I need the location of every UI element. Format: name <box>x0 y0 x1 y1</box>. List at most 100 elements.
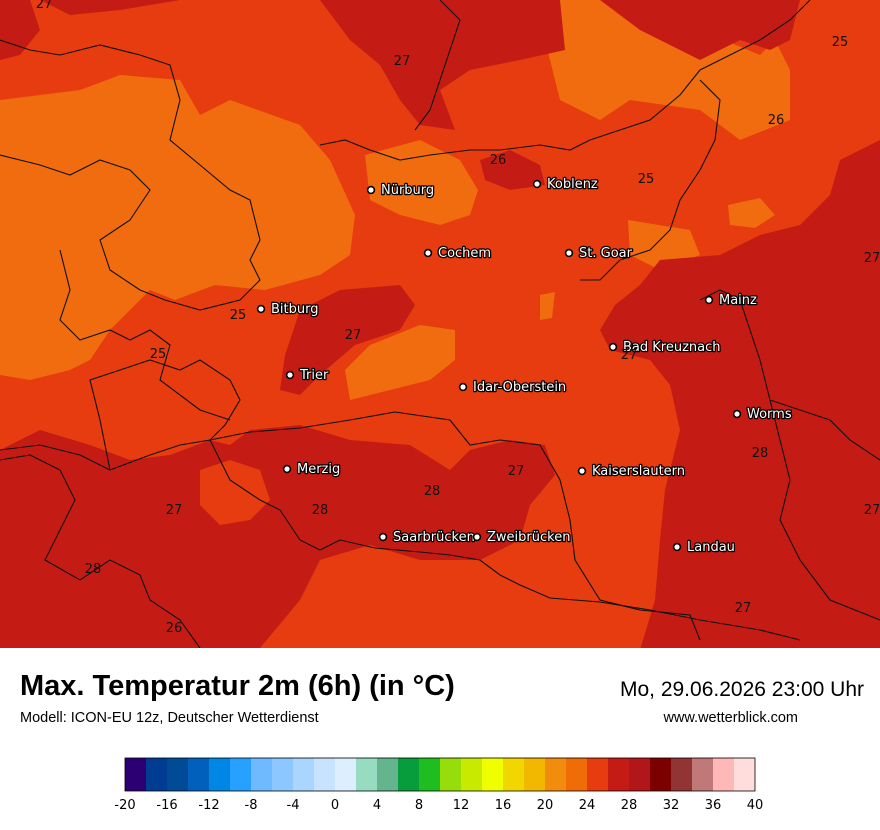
legend-swatch <box>314 758 335 791</box>
legend-swatch <box>440 758 461 791</box>
legend-swatch <box>272 758 293 791</box>
legend-swatch <box>566 758 587 791</box>
city-marker-landau <box>672 542 682 552</box>
legend-tick-label: 24 <box>579 798 596 813</box>
temp-field-inner <box>200 460 270 525</box>
city-marker-kaiserslautern <box>577 466 587 476</box>
legend-swatch <box>461 758 482 791</box>
website-link[interactable]: www.wetterblick.com <box>663 710 798 726</box>
legend-swatch <box>587 758 608 791</box>
legend-swatch <box>293 758 314 791</box>
isotherm-label: 25 <box>230 308 247 323</box>
legend-tick-label: -20 <box>114 798 135 813</box>
city-marker-saarbr-cken <box>378 532 388 542</box>
isotherm-labels: 27 27 25 26 26 25 27 27 25 27 25 28 27 28 27 28 27 28 26 27… <box>36 0 880 636</box>
legend-frame <box>124 757 756 792</box>
isotherm-label: 27 <box>508 464 525 479</box>
isotherm-label: 28 <box>424 484 441 499</box>
city-marker-idar-oberstein <box>458 382 468 392</box>
isotherm-label: 27 <box>864 251 880 266</box>
city-label-koblenz: Koblenz <box>547 177 598 192</box>
legend-swatch <box>356 758 377 791</box>
legend-swatch <box>650 758 671 791</box>
legend-swatch <box>125 758 146 791</box>
isotherm-label: 28 <box>752 446 769 461</box>
legend-tick-label: -4 <box>287 798 300 813</box>
legend-swatch <box>188 758 209 791</box>
chart-title: Max. Temperatur 2m (6h) (in °C) <box>20 670 455 702</box>
city-marker-cochem <box>423 248 433 258</box>
city-label-zweibr-cken: Zweibrücken <box>487 530 570 545</box>
city-marker-zweibr-cken <box>472 532 482 542</box>
temp-field-26-27 <box>0 0 880 648</box>
temperature-map: Nürburg Koblenz Cochem St. Goar Mainz Bitburg… <box>0 0 880 648</box>
legend-tick-label: 8 <box>415 798 423 813</box>
legend-swatch <box>230 758 251 791</box>
legend-swatch <box>167 758 188 791</box>
isotherm-label: 27 <box>864 503 880 518</box>
border-lines <box>0 0 880 648</box>
legend-tick-label: 40 <box>747 798 764 813</box>
city-label-saarbr-cken: Saarbrücken <box>393 530 475 545</box>
isotherm-label: 27 <box>394 54 411 69</box>
legend-swatch <box>209 758 230 791</box>
color-legend: -20 -16 -12 -8 -4 0 4 8 12 16 20 24 28 32 36 40 <box>114 757 764 813</box>
city-label-merzig: Merzig <box>297 462 340 477</box>
city-marker-trier <box>285 370 295 380</box>
city-marker-mainz <box>704 295 714 305</box>
legend-swatch <box>419 758 440 791</box>
legend-tick-label: -8 <box>245 798 258 813</box>
legend-swatch <box>335 758 356 791</box>
legend-tick-label: 28 <box>621 798 638 813</box>
legend-swatch <box>671 758 692 791</box>
city-label-landau: Landau <box>687 540 735 555</box>
isotherm-label: 27 <box>345 328 362 343</box>
isotherm-label: 26 <box>166 621 183 636</box>
legend-tick-label: -12 <box>198 798 219 813</box>
city-label-bitburg: Bitburg <box>271 302 319 317</box>
legend-tick-label: 0 <box>331 798 339 813</box>
city-label-idar-oberstein: Idar-Oberstein <box>473 380 566 395</box>
legend-swatch <box>251 758 272 791</box>
legend-swatch <box>482 758 503 791</box>
legend-swatch <box>377 758 398 791</box>
isotherm-label: 27 <box>621 348 638 363</box>
legend-swatch <box>146 758 167 791</box>
city-label-trier: Trier <box>299 368 329 383</box>
isotherm-label: 27 <box>166 503 183 518</box>
isotherm-label: 25 <box>638 172 655 187</box>
legend-tick-label: 12 <box>453 798 470 813</box>
legend-swatch <box>692 758 713 791</box>
isotherm-label: 26 <box>490 153 507 168</box>
isotherm-label: 25 <box>150 347 167 362</box>
city-label-n-rburg: Nürburg <box>381 183 434 198</box>
isotherm-label: 28 <box>85 562 102 577</box>
isotherm-label: 27 <box>735 601 752 616</box>
city-marker-worms <box>732 409 742 419</box>
legend-swatch <box>608 758 629 791</box>
legend-swatch <box>503 758 524 791</box>
legend-swatch <box>524 758 545 791</box>
city-label-bad-kreuznach: Bad Kreuznach <box>623 340 721 355</box>
legend-tick-label: 4 <box>373 798 381 813</box>
city-marker-st-goar <box>564 248 574 258</box>
isotherm-label: 27 <box>36 0 53 12</box>
isotherm-label: 25 <box>832 35 849 50</box>
legend-swatch <box>734 758 755 791</box>
legend-swatch <box>398 758 419 791</box>
isotherm-label: 26 <box>768 113 785 128</box>
legend-swatch <box>629 758 650 791</box>
city-marker-n-rburg <box>366 185 376 195</box>
legend-tick-label: -16 <box>156 798 177 813</box>
forecast-datetime: Mo, 29.06.2026 23:00 Uhr <box>619 678 864 701</box>
model-info: Modell: ICON-EU 12z, Deutscher Wetterdie… <box>20 710 319 726</box>
city-label-worms: Worms <box>747 407 792 422</box>
legend-tick-label: 16 <box>495 798 512 813</box>
city-label-st-goar: St. Goar <box>579 246 633 261</box>
city-marker-merzig <box>282 464 292 474</box>
city-marker-bad-kreuznach <box>608 342 618 352</box>
city-label-cochem: Cochem <box>438 246 491 261</box>
legend-tick-label: 32 <box>663 798 680 813</box>
city-label-kaiserslautern: Kaiserslautern <box>592 464 685 479</box>
city-marker-koblenz <box>532 179 542 189</box>
